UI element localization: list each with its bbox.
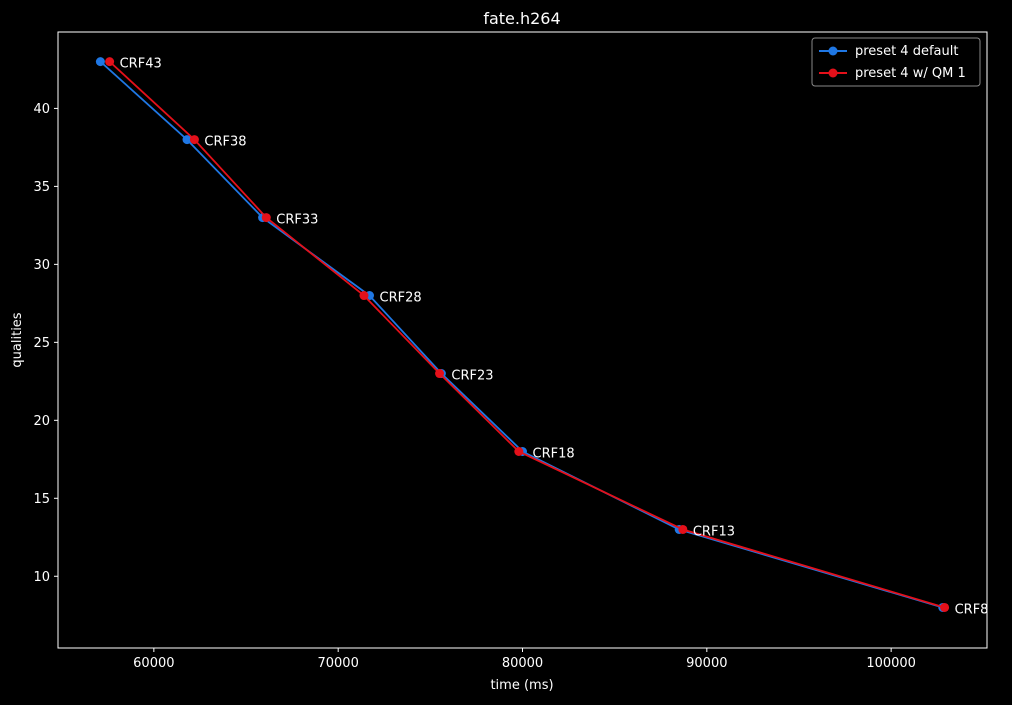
data-point	[435, 369, 445, 379]
data-point	[940, 602, 950, 612]
crf-annotation: CRF38	[204, 135, 246, 150]
series-line	[99, 60, 944, 609]
x-tick-label: 80000	[502, 656, 543, 671]
x-tick-label: 100000	[866, 656, 916, 671]
series-line	[108, 60, 945, 609]
x-tick-label: 60000	[133, 656, 174, 671]
data-point	[678, 524, 688, 534]
y-tick-label: 35	[33, 180, 50, 195]
plot-frame	[57, 31, 988, 649]
y-tick-label: 15	[33, 492, 50, 507]
data-point	[189, 135, 199, 145]
y-tick-label: 20	[33, 414, 50, 429]
data-point	[514, 447, 524, 457]
series-preset-4-qm1	[105, 57, 950, 612]
x-axis-label: time (ms)	[490, 678, 553, 693]
crf-annotation: CRF18	[533, 447, 575, 462]
data-point	[359, 291, 369, 301]
crf-annotation: CRF8	[955, 602, 989, 617]
annotations: CRF43 CRF38 CRF33 CRF28 CRF23 CRF18 CRF13 CRF8	[120, 57, 989, 618]
data-point	[95, 57, 105, 67]
crf-annotation: CRF33	[276, 213, 318, 228]
data-point	[261, 213, 271, 223]
crf-annotation: CRF28	[380, 291, 422, 306]
legend-label-default: preset 4 default	[855, 44, 958, 59]
data-point	[105, 57, 115, 67]
legend-box	[811, 37, 981, 87]
data-point	[182, 135, 192, 145]
y-tick-label: 30	[33, 258, 50, 273]
legend: preset 4 default preset 4 w/ QM 1	[811, 37, 981, 87]
chart-title: fate.h264	[483, 9, 560, 28]
x-tick-label: 90000	[686, 656, 727, 671]
y-tick-label: 10	[33, 570, 50, 585]
legend-marker-default	[828, 46, 838, 56]
crf-annotation: CRF23	[451, 369, 493, 384]
y-axis-label: qualities	[10, 312, 25, 367]
crf-annotation: CRF43	[120, 57, 162, 72]
crf-annotation: CRF13	[693, 524, 735, 539]
axes: 60000 70000 80000 90000 100000 10 15 20 25 30 35 40	[33, 102, 916, 671]
legend-marker-qm1	[828, 68, 838, 78]
series-layer	[95, 57, 950, 612]
y-tick-label: 40	[33, 102, 50, 117]
x-tick-label: 70000	[317, 656, 358, 671]
legend-label-qm1: preset 4 w/ QM 1	[855, 66, 966, 81]
y-tick-label: 25	[33, 336, 50, 351]
